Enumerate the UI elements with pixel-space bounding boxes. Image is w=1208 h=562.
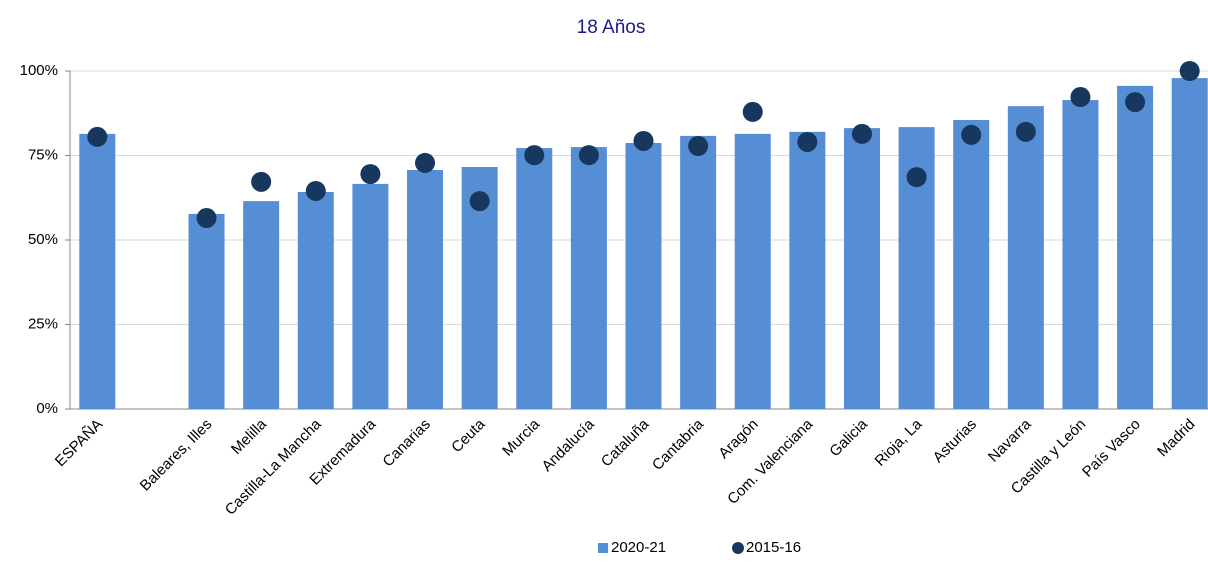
- bar: [1062, 100, 1099, 410]
- bar: [188, 213, 225, 409]
- x-tick-label: Galicia: [826, 415, 871, 460]
- bar: [407, 170, 444, 409]
- bar: [953, 120, 990, 409]
- x-tick-label: Cantabria: [649, 415, 707, 473]
- bar: [734, 133, 771, 410]
- legend-label: 2015-16: [746, 539, 801, 556]
- x-tick-label: Ceuta: [448, 415, 489, 456]
- dot: [1070, 87, 1091, 108]
- bar: [1171, 78, 1208, 410]
- bar: [789, 131, 826, 409]
- y-tick-label: 100%: [20, 62, 58, 79]
- bar: [516, 148, 553, 409]
- x-tick-label: Madrid: [1154, 416, 1198, 460]
- bar: [843, 128, 880, 409]
- bar: [1117, 85, 1154, 409]
- bar: [680, 135, 717, 409]
- x-tick-label: ESPAÑA: [52, 416, 106, 470]
- dot: [797, 131, 818, 152]
- x-tick-label: Andalucía: [539, 415, 599, 475]
- legend-swatch: [732, 542, 744, 554]
- x-tick-label: Melilla: [228, 415, 271, 458]
- dot: [1179, 61, 1200, 81]
- dot: [688, 136, 709, 157]
- bar: [352, 183, 389, 409]
- bar: [570, 147, 607, 410]
- dot: [415, 152, 436, 173]
- bar: [1007, 106, 1044, 409]
- y-tick-label: 0%: [36, 400, 58, 417]
- bar: [79, 133, 116, 410]
- dot: [633, 130, 654, 151]
- x-tick-label: Cataluña: [598, 415, 653, 470]
- x-tick-label: Castilla-La Mancha: [222, 415, 325, 518]
- x-tick-label: Murcia: [499, 415, 543, 459]
- legend-label: 2020-21: [611, 539, 666, 556]
- x-tick-label: Aragón: [715, 416, 761, 462]
- dot: [851, 123, 872, 144]
- y-tick-label: 50%: [28, 231, 58, 248]
- dot: [87, 126, 108, 147]
- dot: [360, 164, 381, 185]
- dot: [305, 180, 326, 201]
- dot: [906, 167, 927, 188]
- x-tick-label: Navarra: [985, 415, 1035, 465]
- x-tick-label: Asturias: [930, 416, 980, 466]
- dot: [1125, 92, 1146, 113]
- chart-title: 18 Años: [577, 17, 646, 38]
- y-tick-label: 25%: [28, 315, 58, 332]
- x-tick-label: País Vasco: [1079, 416, 1144, 481]
- x-tick-label: Baleares, Illes: [137, 416, 216, 495]
- x-tick-label: Canarias: [379, 416, 433, 470]
- bar: [243, 201, 280, 409]
- dot: [524, 145, 545, 166]
- dot: [578, 145, 599, 166]
- dot: [196, 208, 217, 229]
- x-tick-label: Rioja, La: [872, 415, 926, 469]
- legend-swatch: [598, 543, 608, 553]
- dot: [469, 191, 490, 212]
- y-tick-label: 75%: [28, 146, 58, 163]
- bar: [625, 142, 662, 409]
- dot: [1015, 121, 1036, 142]
- dot: [742, 101, 763, 122]
- bar: [297, 192, 334, 409]
- dot: [251, 171, 272, 192]
- dot: [961, 124, 982, 145]
